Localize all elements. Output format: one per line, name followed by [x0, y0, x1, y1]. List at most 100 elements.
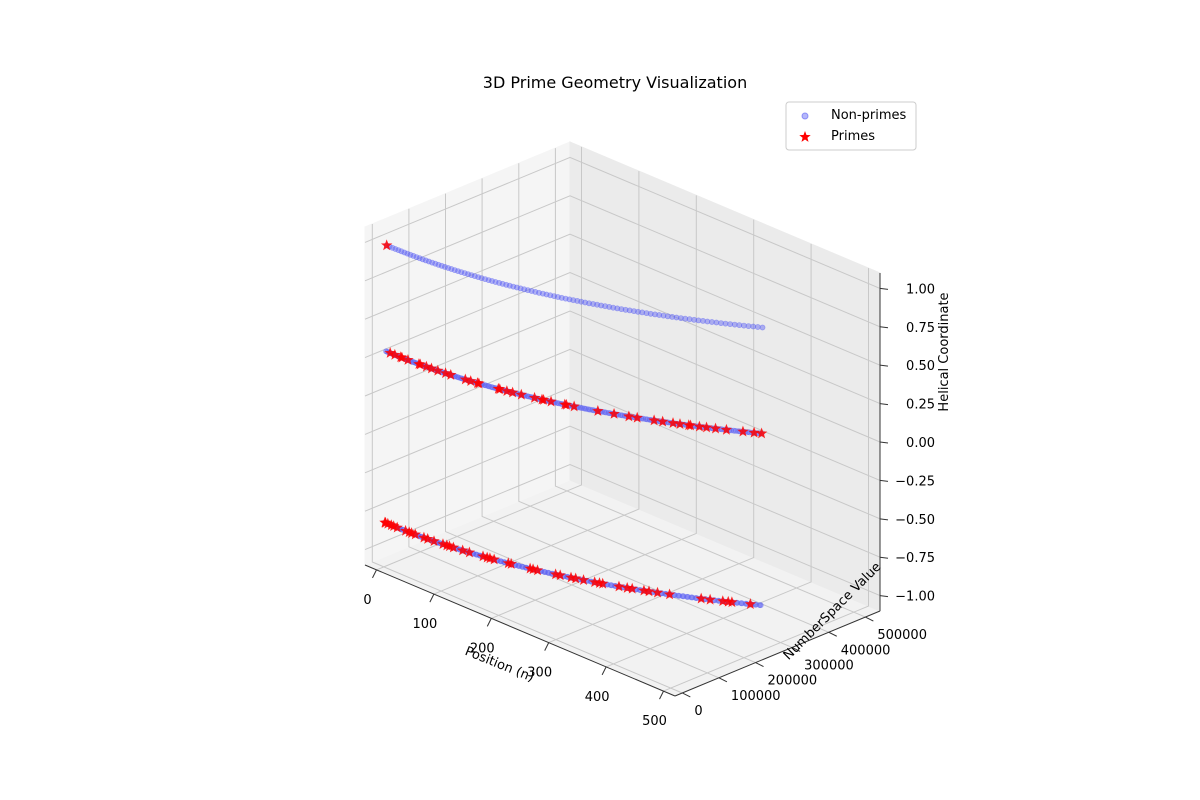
z-tick-label: −0.50	[895, 513, 935, 528]
nonprime-point	[741, 322, 747, 329]
prime-star	[663, 588, 676, 600]
prime-star	[463, 546, 476, 558]
prime-star	[695, 592, 707, 604]
axes-panes	[363, 141, 882, 697]
prime-star	[667, 417, 679, 429]
y-tick-label: 300000	[804, 658, 854, 673]
grid-line-y	[554, 148, 866, 618]
nonprime-point	[678, 315, 684, 321]
nonprime-point	[441, 263, 448, 270]
nonprime-point	[673, 314, 680, 321]
z-tick	[879, 364, 889, 367]
x-tick-label: 100	[412, 617, 437, 632]
nonprime-point	[660, 312, 667, 319]
nonprime-point	[468, 272, 475, 278]
prime-star	[648, 414, 660, 426]
prime-star	[704, 593, 716, 605]
z-tick	[879, 595, 889, 598]
x-axis-line	[364, 564, 676, 697]
x-tick	[429, 593, 435, 603]
nonprime-point	[475, 274, 482, 280]
prime-star	[380, 239, 393, 251]
prime-star	[465, 375, 477, 386]
nonprime-point	[640, 415, 646, 422]
y-tick-label: 400000	[841, 643, 891, 658]
nonprime-point	[422, 257, 429, 264]
nonprime-point	[489, 278, 495, 284]
nonprime-point	[482, 276, 488, 282]
tick-labels: 0 100 200 300 400 500 0 10000020000030000040000…	[363, 282, 935, 729]
y-tick-label: 200000	[768, 674, 818, 689]
prime-star	[656, 415, 669, 427]
prime-star	[674, 418, 686, 429]
grid-line-y	[445, 193, 756, 664]
y-tick	[755, 662, 764, 668]
y-tick	[865, 616, 874, 622]
nonprime-point	[656, 312, 663, 318]
grid-line-x	[491, 195, 697, 619]
prime-star	[717, 595, 729, 607]
grid-line-z	[364, 272, 881, 405]
legend-label-nonprimes: Non-primes	[831, 108, 906, 123]
x-tick-label: 0	[363, 593, 371, 608]
prime-star	[631, 411, 643, 423]
x-tick-label: 400	[585, 690, 610, 705]
legend: Non-primes Primes	[785, 101, 917, 151]
legend-marker-primes	[799, 131, 811, 142]
z-tick	[879, 441, 889, 444]
x-tick	[372, 569, 377, 579]
prime-star	[413, 358, 425, 369]
z-tick-label: −0.75	[895, 551, 935, 566]
x-tick-label: 300	[527, 666, 552, 681]
nonprime-point	[448, 266, 455, 272]
nonprime-point	[465, 271, 471, 277]
x-tick	[601, 666, 607, 676]
y-tick	[828, 631, 837, 637]
nonprime-point	[416, 255, 423, 262]
grid-line-z	[364, 387, 881, 520]
grid-line-x	[433, 171, 640, 595]
nonprime-point	[395, 247, 402, 253]
prime-star	[420, 360, 433, 372]
nonprime-point	[754, 324, 761, 330]
prime-star	[385, 519, 398, 531]
prime-star	[683, 419, 695, 431]
grid-line-x	[548, 219, 755, 644]
prime-star	[643, 585, 655, 597]
z-tick-label: 0.25	[906, 398, 935, 413]
nonprime-point	[398, 248, 405, 255]
z-tick-label: 0.50	[906, 359, 935, 374]
x-axis-label: Position (n)	[463, 644, 536, 685]
prime-star	[613, 580, 625, 592]
nonprime-point	[484, 383, 491, 389]
prime-star	[651, 586, 664, 598]
grid-line-z	[364, 348, 881, 481]
nonprime-point	[669, 313, 676, 320]
nonprime-point	[704, 318, 711, 325]
grid-line-x	[376, 146, 582, 571]
grid-line-y	[518, 163, 829, 633]
nonprime-point	[438, 262, 445, 269]
prime-star	[515, 388, 528, 400]
nonprime-point	[478, 275, 485, 281]
x-tick	[659, 690, 664, 700]
prime-star	[623, 410, 635, 422]
prime-star	[492, 382, 505, 394]
nonprime-point	[750, 323, 757, 330]
prime-star	[447, 541, 460, 553]
nonprime-point	[404, 250, 411, 257]
y-tick	[682, 692, 691, 698]
z-tick-label: −1.00	[895, 590, 935, 605]
prime-star	[588, 576, 601, 588]
x-tick-label: 500	[642, 714, 667, 729]
prime-star	[638, 584, 650, 596]
nonprime-point	[419, 256, 426, 263]
nonprime-point	[622, 306, 629, 313]
nonprime-point	[631, 308, 637, 314]
z-tick	[879, 403, 889, 406]
prime-star	[459, 373, 472, 385]
nonprime-point	[407, 251, 414, 258]
prime-star	[722, 595, 734, 607]
nonprime-point	[709, 319, 715, 325]
